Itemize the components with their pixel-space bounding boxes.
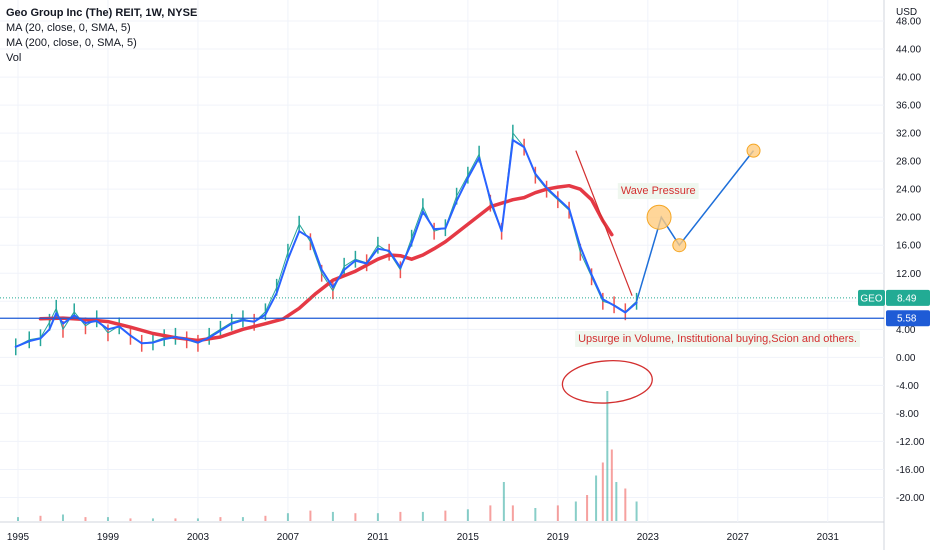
- volume-bar: [511, 505, 514, 521]
- x-tick-label: 2019: [547, 532, 570, 543]
- target-marker: [672, 238, 687, 253]
- x-tick-label: 2031: [817, 532, 840, 543]
- y-tick-label: -16.00: [896, 465, 925, 476]
- axes: 48.00 44.00 40.00 36.00 32.00 28.00 24.00 20.00…: [7, 7, 930, 543]
- currency-label: USD: [896, 7, 917, 18]
- legend-ma200: MA (200, close, 0, SMA, 5): [6, 37, 137, 49]
- volume-bar: [574, 501, 577, 521]
- annotation-background: [575, 330, 860, 347]
- x-tick-label: 2003: [187, 532, 210, 543]
- y-tick-label: 32.00: [896, 129, 921, 140]
- chart-legend: Geo Group Inc (The) REIT, 1W, NYSE MA (2…: [6, 6, 197, 66]
- volume-bar: [502, 482, 505, 521]
- volume-bar: [624, 488, 627, 521]
- y-tick-label: 20.00: [896, 213, 921, 224]
- y-tick-label: -4.00: [896, 381, 919, 392]
- annotation-layer: Wave Pressure Upsurge in Volume, Institut…: [0, 143, 884, 404]
- volume-bar: [586, 495, 589, 521]
- projection-path: [635, 150, 755, 302]
- volume-bar: [606, 391, 609, 521]
- volume-bar: [556, 505, 559, 521]
- legend-ma20: MA (20, close, 0, SMA, 5): [6, 22, 131, 34]
- y-tick-label: 48.00: [896, 17, 921, 28]
- y-tick-label: 28.00: [896, 157, 921, 168]
- volume-bar: [129, 518, 132, 521]
- legend-vol: Vol: [6, 52, 22, 64]
- volume-bar: [399, 511, 402, 521]
- volume-bar: [84, 517, 87, 521]
- volume-bar: [444, 510, 447, 521]
- x-tick-label: 2023: [637, 532, 660, 543]
- volume-bar: [466, 509, 469, 521]
- target-marker: [646, 204, 672, 230]
- y-tick-label: 0.00: [896, 353, 916, 364]
- x-tick-label: 2027: [727, 532, 750, 543]
- volume-bar: [219, 517, 222, 521]
- volume-bar: [489, 505, 492, 521]
- support-badge-value: 5.58: [897, 314, 917, 325]
- support-badge-bg: [886, 310, 930, 327]
- volume-bar: [376, 513, 379, 521]
- y-tick-label: -20.00: [896, 493, 925, 504]
- volume-bar: [286, 513, 289, 521]
- volume-bar: [151, 518, 154, 521]
- legend-title: Geo Group Inc (The) REIT, 1W, NYSE: [6, 7, 198, 19]
- ma20-line: [14, 139, 638, 348]
- x-tick-label: 1999: [97, 532, 120, 543]
- chart-series: [14, 124, 638, 356]
- volume-bar: [615, 482, 618, 521]
- volume-bar: [174, 518, 177, 521]
- y-tick-label: -8.00: [896, 409, 919, 420]
- volume-bar: [309, 510, 312, 521]
- y-tick-label: 4.00: [896, 325, 916, 336]
- x-tick-label: 1995: [7, 532, 30, 543]
- last-price-badge-value: 8.49: [897, 293, 917, 304]
- volume-bar: [196, 518, 199, 521]
- y-tick-label: 40.00: [896, 73, 921, 84]
- wave-pressure-line: [575, 150, 633, 296]
- y-tick-label: 16.00: [896, 241, 921, 252]
- volume-highlight-circle: [561, 360, 653, 404]
- y-tick-label: -12.00: [896, 437, 925, 448]
- volume-bar: [106, 517, 109, 521]
- volume-bar: [39, 515, 42, 521]
- last-price-badge-symbol: GEO: [860, 293, 882, 304]
- volume-bar: [601, 462, 604, 521]
- y-tick-label: 44.00: [896, 45, 921, 56]
- volume-bar: [241, 517, 244, 521]
- y-tick-label: 36.00: [896, 101, 921, 112]
- target-marker: [746, 143, 761, 158]
- y-tick-label: 12.00: [896, 269, 921, 280]
- volume-note-label: Upsurge in Volume, Institutional buying,…: [578, 333, 857, 345]
- volume-bar: [635, 501, 638, 521]
- last-price-badge-symbol-bg: [858, 289, 885, 306]
- x-tick-label: 2015: [457, 532, 480, 543]
- volume-bar: [264, 515, 267, 521]
- volume-bar: [595, 475, 598, 521]
- y-tick-label: 24.00: [896, 185, 921, 196]
- volume-bar: [534, 508, 537, 521]
- volume-bar: [16, 517, 19, 521]
- volume-bar: [421, 511, 424, 521]
- volume-bar: [354, 513, 357, 521]
- x-tick-label: 2007: [277, 532, 300, 543]
- annotation-background: [617, 183, 699, 200]
- volume-bar: [331, 511, 334, 521]
- volume-bars: [16, 391, 638, 521]
- volume-bar: [610, 449, 613, 521]
- x-tick-label: 2011: [367, 532, 389, 543]
- wave-pressure-label: Wave Pressure: [621, 185, 696, 197]
- last-price-badge-bg: [886, 289, 930, 306]
- volume-bar: [61, 514, 64, 521]
